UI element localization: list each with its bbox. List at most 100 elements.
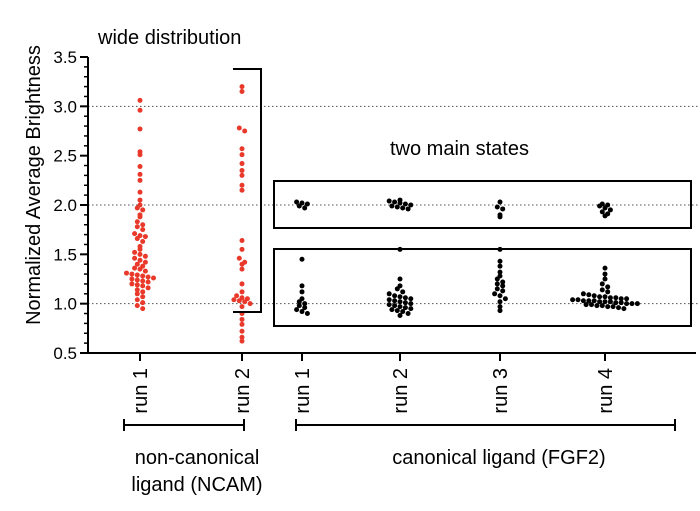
data-point (124, 270, 129, 276)
data-point (597, 203, 603, 209)
data-point (140, 306, 146, 312)
data-point (397, 313, 403, 319)
data-point (602, 276, 608, 282)
data-point (602, 294, 608, 300)
data-point (299, 309, 305, 315)
data-point (302, 305, 308, 311)
data-point (242, 299, 248, 305)
data-point (402, 295, 408, 301)
data-point (500, 206, 506, 212)
data-point (137, 246, 143, 252)
y-axis-label: Normalized Average Brightness (23, 45, 45, 325)
data-point (142, 268, 148, 274)
data-point (145, 285, 151, 291)
data-point (142, 234, 148, 240)
data-point (392, 199, 398, 205)
data-point (586, 298, 592, 304)
data-point (142, 259, 148, 265)
data-point (239, 246, 245, 252)
data-point (134, 224, 140, 230)
x-tick-label-4: run 3 (490, 368, 512, 414)
data-point (392, 293, 398, 299)
data-point (304, 201, 310, 207)
data-point (239, 328, 245, 334)
data-point (134, 291, 140, 297)
data-point (602, 213, 608, 219)
data-point (392, 298, 398, 304)
data-point (583, 302, 589, 308)
data-point (137, 266, 143, 272)
data-point (296, 299, 302, 305)
data-point (494, 276, 500, 282)
x-tick-label-5: run 4 (595, 368, 617, 414)
data-point (134, 282, 140, 288)
data-point (629, 301, 635, 307)
data-point (137, 171, 143, 177)
data-point (602, 299, 608, 305)
y-tick-label: 0.5 (53, 344, 77, 363)
data-point (599, 303, 605, 309)
group-label-ncam-line2: ligand (NCAM) (131, 474, 262, 496)
annotation-two-main-states: two main states (390, 138, 529, 160)
y-tick-label: 2.5 (53, 147, 77, 166)
data-point (597, 294, 603, 300)
data-point (132, 265, 138, 271)
data-point (386, 302, 392, 308)
data-point (137, 189, 143, 195)
data-point (137, 107, 143, 113)
data-point (497, 293, 503, 299)
box-upper-state (273, 180, 692, 229)
data-point (599, 281, 605, 287)
data-point (405, 206, 411, 212)
x-tick-label-0: run 1 (130, 368, 152, 414)
data-point (231, 297, 237, 303)
data-point (236, 125, 242, 131)
data-point (497, 308, 503, 314)
data-point (134, 297, 140, 303)
data-point (599, 287, 605, 293)
data-point (134, 219, 140, 225)
data-point (580, 298, 586, 304)
group-bracket-fgf2 (295, 419, 676, 431)
data-point (400, 289, 406, 295)
data-point (602, 271, 608, 277)
data-point (236, 298, 242, 304)
data-point (140, 207, 146, 213)
data-point (296, 303, 302, 309)
data-point (591, 298, 597, 304)
data-point (497, 299, 503, 305)
data-point (140, 227, 146, 233)
data-point (494, 281, 500, 287)
data-point (500, 283, 506, 289)
data-point (137, 97, 143, 103)
data-point (132, 231, 138, 237)
data-point (239, 289, 245, 295)
data-point (389, 307, 395, 313)
data-point (129, 281, 135, 287)
data-point (239, 266, 245, 272)
data-point (234, 293, 240, 299)
data-point (294, 199, 300, 205)
data-point (386, 297, 392, 303)
data-point (497, 269, 503, 275)
data-point (400, 309, 406, 315)
data-point (299, 283, 305, 289)
data-point (302, 301, 308, 307)
data-point (494, 286, 500, 292)
data-point (239, 321, 245, 327)
data-point (405, 311, 411, 317)
data-point (140, 283, 146, 289)
data-point (402, 201, 408, 207)
data-point (408, 202, 414, 208)
x-axis: run 1 run 2 run 1 run 2 run 3 run 4 (88, 352, 696, 414)
data-point (134, 272, 140, 278)
data-point (397, 304, 403, 310)
x-tick-label-1: run 2 (232, 368, 254, 414)
data-point (239, 182, 245, 188)
data-point (296, 203, 302, 209)
data-point (302, 205, 308, 211)
data-point (586, 292, 592, 298)
data-point (605, 289, 611, 295)
data-point (294, 307, 300, 313)
data-point (621, 306, 627, 312)
